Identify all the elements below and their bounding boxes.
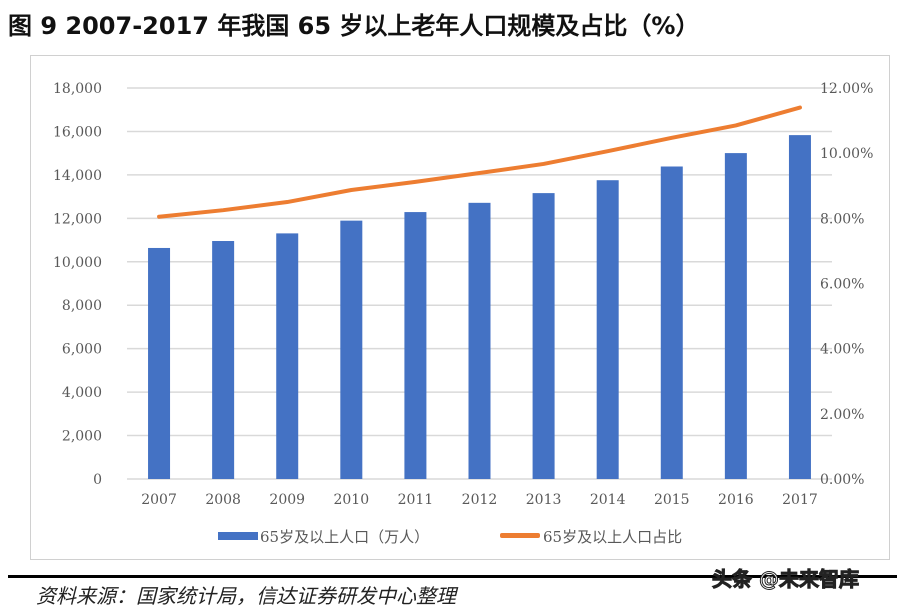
y-right-tick-label: 12.00% xyxy=(820,81,873,97)
x-tick-label: 2013 xyxy=(526,492,562,508)
bar xyxy=(596,180,619,480)
y-right-tick-label: 2.00% xyxy=(820,407,864,423)
bar xyxy=(340,220,363,479)
legend-swatch-bar xyxy=(218,532,258,540)
bar xyxy=(212,241,235,479)
x-tick-label: 2012 xyxy=(462,492,498,508)
figure-title: 图 9 2007-2017 年我国 65 岁以上老年人口规模及占比（%） xyxy=(8,12,700,40)
bar xyxy=(276,233,299,479)
bar xyxy=(532,193,555,479)
y-left-tick-label: 14,000 xyxy=(53,168,102,184)
y-left-tick-label: 10,000 xyxy=(53,255,102,271)
bar xyxy=(404,212,427,479)
bar xyxy=(788,135,811,480)
x-tick-label: 2010 xyxy=(333,492,369,508)
bar xyxy=(468,202,491,479)
y-left-tick-label: 8,000 xyxy=(62,298,102,314)
x-tick-label: 2008 xyxy=(205,492,241,508)
y-right-tick-label: 6.00% xyxy=(820,277,864,293)
chart-frame xyxy=(30,55,890,560)
legend-label-line: 65岁及以上人口占比 xyxy=(543,528,682,546)
line-series xyxy=(157,105,802,219)
bar xyxy=(148,247,171,479)
bar xyxy=(660,166,683,480)
y-left-tick-label: 4,000 xyxy=(62,385,102,401)
y-left-tick-label: 16,000 xyxy=(53,124,102,140)
x-tick-label: 2014 xyxy=(590,492,626,508)
bar xyxy=(724,153,747,479)
x-tick-label: 2011 xyxy=(398,492,434,508)
y-left-tick-label: 18,000 xyxy=(53,81,102,97)
x-tick-label: 2015 xyxy=(654,492,690,508)
y-right-tick-label: 0.00% xyxy=(820,472,864,488)
legend-swatch-line xyxy=(500,533,540,538)
y-left-tick-label: 12,000 xyxy=(53,211,102,227)
y-left-tick-label: 2,000 xyxy=(62,429,102,445)
source-note: 资料来源：国家统计局，信达证券研发中心整理 xyxy=(36,584,456,608)
y-right-tick-label: 4.00% xyxy=(820,342,864,358)
legend-label-bar: 65岁及以上人口（万人） xyxy=(260,528,429,546)
watermark: 头条 @未来智库 xyxy=(712,567,860,592)
y-left-tick-label: 6,000 xyxy=(62,342,102,358)
y-left-tick-label: 0 xyxy=(93,472,102,488)
divider xyxy=(8,575,897,578)
x-tick-label: 2017 xyxy=(782,492,818,508)
y-right-tick-label: 8.00% xyxy=(820,211,864,227)
x-tick-label: 2009 xyxy=(269,492,305,508)
y-right-tick-label: 10.00% xyxy=(820,146,873,162)
x-tick-label: 2016 xyxy=(718,492,754,508)
x-tick-label: 2007 xyxy=(141,492,177,508)
